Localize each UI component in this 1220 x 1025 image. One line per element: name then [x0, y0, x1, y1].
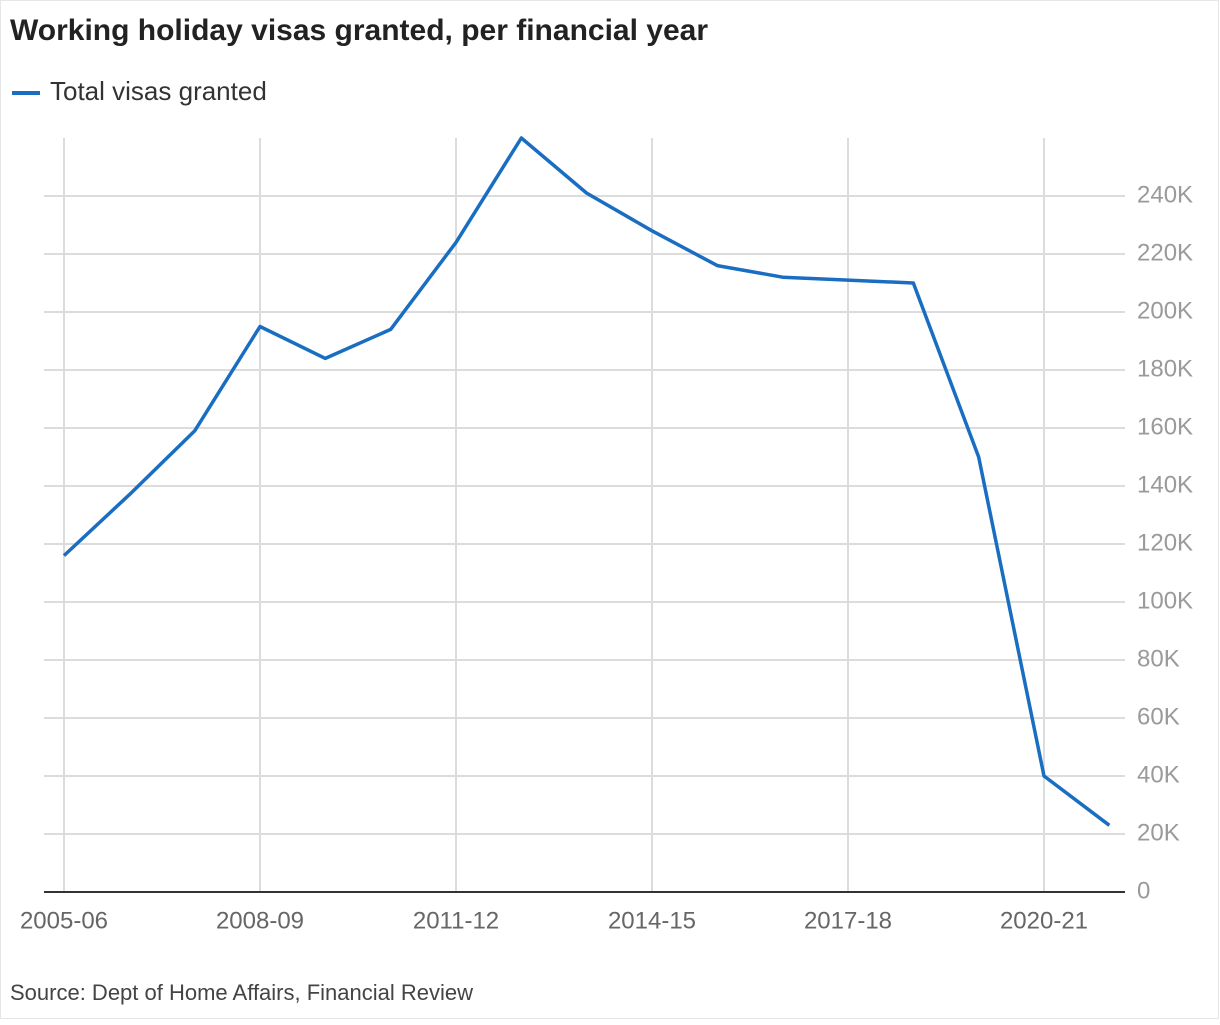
- y-tick-label: 100K: [1137, 587, 1193, 614]
- data-line: [62, 136, 1111, 827]
- x-tick-label: 2008-09: [216, 907, 304, 934]
- y-tick-label: 180K: [1137, 355, 1193, 382]
- y-tick-label: 200K: [1137, 297, 1193, 324]
- x-tick-label: 2017-18: [804, 907, 892, 934]
- x-tick-label: 2005-06: [20, 907, 108, 934]
- y-tick-label: 160K: [1137, 413, 1193, 440]
- chart-title: Working holiday visas granted, per finan…: [10, 14, 708, 47]
- legend-label: Total visas granted: [50, 76, 267, 106]
- y-tick-label: 240K: [1137, 181, 1193, 208]
- y-tick-label: 60K: [1137, 703, 1180, 730]
- x-tick-label: 2014-15: [608, 907, 696, 934]
- x-tick-label: 2020-21: [1000, 907, 1088, 934]
- source-note: Source: Dept of Home Affairs, Financial …: [10, 980, 473, 1005]
- y-tick-label: 0: [1137, 877, 1150, 904]
- y-tick-label: 220K: [1137, 239, 1193, 266]
- y-tick-label: 80K: [1137, 645, 1180, 672]
- x-tick-label: 2011-12: [413, 907, 499, 934]
- y-tick-label: 20K: [1137, 819, 1180, 846]
- y-tick-label: 120K: [1137, 529, 1193, 556]
- y-tick-label: 40K: [1137, 761, 1180, 788]
- y-tick-label: 140K: [1137, 471, 1193, 498]
